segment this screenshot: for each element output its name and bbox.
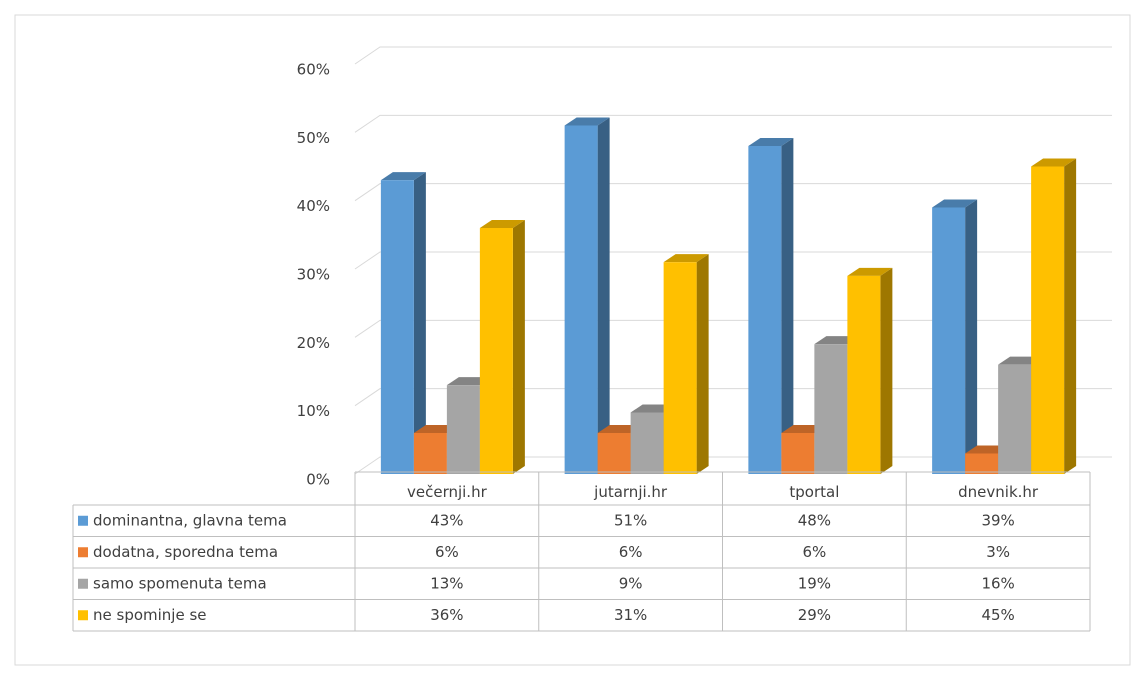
bar-top — [748, 138, 794, 146]
table-value: 6% — [619, 543, 643, 561]
y-tick-label: 10% — [297, 402, 330, 420]
category-label: večernji.hr — [407, 483, 488, 501]
grid-line — [354, 183, 1112, 202]
grid-line — [354, 251, 1112, 270]
y-tick-label: 50% — [297, 129, 330, 147]
bar-front — [932, 207, 966, 474]
bar-side — [696, 254, 709, 474]
legend-label: dodatna, sporedna tema — [93, 543, 278, 561]
bar-front — [748, 146, 782, 474]
bar-top — [479, 220, 525, 228]
bar-side — [413, 172, 426, 474]
table-value: 19% — [798, 574, 831, 592]
bar-top — [1031, 158, 1077, 167]
bar-front — [781, 433, 815, 474]
table-value: 51% — [614, 511, 647, 529]
legend-swatch — [78, 515, 88, 526]
bar-front — [965, 453, 999, 474]
legend-label: dominantna, glavna tema — [93, 511, 287, 529]
bar-front — [998, 364, 1032, 474]
bar-top — [380, 172, 426, 181]
bar — [663, 254, 709, 474]
table-value: 48% — [798, 511, 831, 529]
bar-side — [597, 117, 610, 474]
bar-side — [781, 138, 794, 474]
table-value: 36% — [430, 606, 463, 624]
legend-label: samo spomenuta tema — [93, 574, 267, 592]
legend-label: ne spominje se — [93, 606, 207, 624]
bar-top — [663, 254, 709, 263]
grid-line — [354, 114, 1112, 133]
category-label: tportal — [789, 483, 839, 501]
y-tick-label: 0% — [306, 471, 330, 489]
bar-front — [380, 180, 414, 474]
bar-front — [564, 125, 598, 474]
bar-side — [512, 220, 525, 474]
bar-front — [663, 262, 697, 474]
legend-swatch — [78, 610, 88, 621]
bar-front — [597, 433, 631, 474]
category-label: dnevnik.hr — [958, 483, 1039, 501]
table-value: 6% — [802, 543, 826, 561]
bar-front — [413, 433, 447, 474]
legend-swatch — [78, 547, 88, 558]
bar-front — [630, 412, 664, 474]
bar — [932, 199, 978, 474]
bar — [1031, 158, 1077, 474]
bar-top — [847, 267, 893, 276]
bar-front — [1031, 166, 1065, 474]
y-tick-label: 60% — [297, 61, 330, 79]
bar — [380, 172, 426, 474]
bar — [748, 138, 794, 474]
y-tick-label: 40% — [297, 197, 330, 215]
table-value: 3% — [986, 543, 1010, 561]
bar-side — [1064, 158, 1077, 474]
table-value: 6% — [435, 543, 459, 561]
bar — [564, 117, 610, 474]
bar — [479, 220, 525, 474]
table-value: 31% — [614, 606, 647, 624]
bar-front — [847, 275, 881, 474]
grid-line — [354, 46, 1112, 65]
bar-front — [446, 385, 480, 474]
table-value: 13% — [430, 574, 463, 592]
table-value: 16% — [981, 574, 1014, 592]
bar-side — [880, 267, 893, 474]
bar-front — [814, 344, 848, 474]
category-label: jutarnji.hr — [593, 483, 668, 501]
legend-swatch — [78, 578, 88, 589]
y-tick-label: 30% — [297, 266, 330, 284]
table-value: 29% — [798, 606, 831, 624]
bar-top — [932, 199, 978, 208]
bar-top — [564, 117, 610, 126]
bar — [847, 267, 893, 474]
table-value: 43% — [430, 511, 463, 529]
bar-side — [965, 199, 978, 474]
table-value: 45% — [981, 606, 1014, 624]
y-tick-label: 20% — [297, 334, 330, 352]
table-value: 9% — [619, 574, 643, 592]
bar-front — [479, 228, 513, 474]
table-value: 39% — [981, 511, 1014, 529]
